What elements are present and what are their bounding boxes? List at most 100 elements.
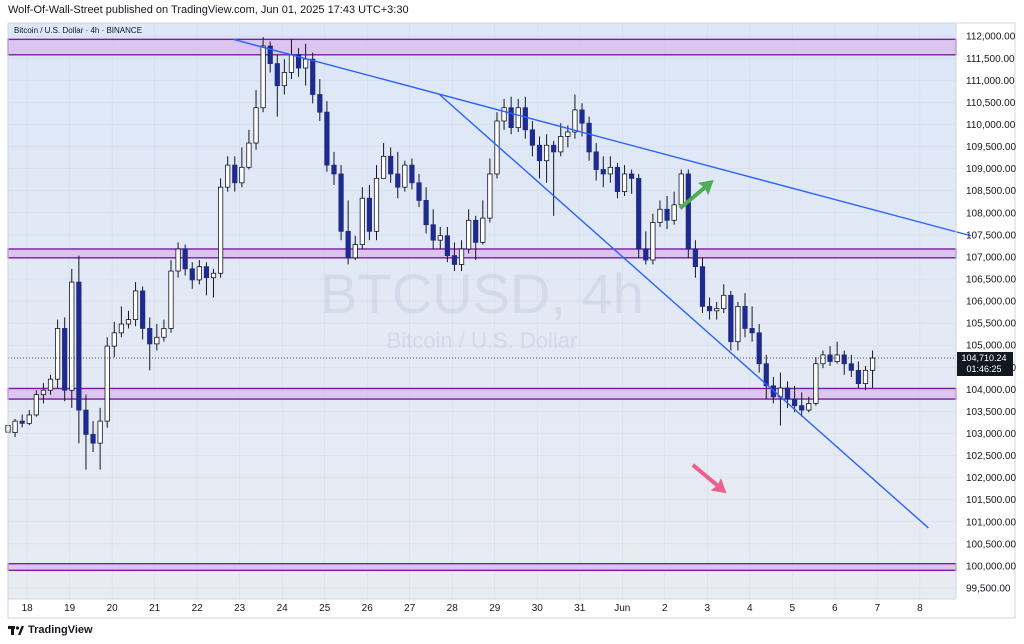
x-tick-label: 19 bbox=[64, 603, 76, 614]
candle bbox=[621, 165, 628, 197]
candle bbox=[267, 41, 273, 73]
candle bbox=[721, 284, 727, 313]
candle bbox=[331, 151, 337, 185]
candle-body bbox=[140, 290, 146, 329]
candle-body bbox=[692, 248, 698, 268]
candle-body bbox=[395, 173, 401, 188]
candle-body bbox=[118, 323, 124, 334]
candle bbox=[232, 156, 238, 192]
candle-body bbox=[813, 363, 819, 404]
tradingview-logo-text: TradingView bbox=[28, 624, 93, 636]
candle-body bbox=[253, 107, 259, 144]
candle-body bbox=[862, 369, 869, 385]
candle-body bbox=[515, 107, 521, 129]
zone-band bbox=[7, 38, 957, 56]
candle-body bbox=[430, 224, 436, 241]
y-tick-label: 106,500.00 bbox=[966, 275, 1016, 286]
candle-body bbox=[671, 204, 677, 221]
y-tick-label: 111,500.00 bbox=[966, 54, 1015, 65]
y-tick-label: 105,000.00 bbox=[966, 341, 1016, 352]
candle bbox=[543, 134, 550, 183]
y-tick-label: 106,000.00 bbox=[966, 297, 1016, 308]
candle bbox=[239, 147, 245, 188]
candle bbox=[218, 178, 224, 278]
candle-body bbox=[288, 54, 295, 73]
x-tick-label: 8 bbox=[917, 603, 923, 614]
x-tick-label: 30 bbox=[532, 603, 544, 614]
candle-body bbox=[210, 272, 217, 279]
candle-body bbox=[536, 144, 543, 162]
candle bbox=[97, 407, 103, 470]
candle-body bbox=[310, 58, 316, 95]
candle bbox=[189, 262, 195, 289]
candle bbox=[458, 240, 465, 272]
candle-body bbox=[579, 109, 585, 124]
candle bbox=[742, 293, 748, 338]
candle bbox=[210, 268, 217, 298]
candle-body bbox=[168, 270, 174, 329]
trendlines[interactable] bbox=[233, 38, 972, 529]
candle-body bbox=[699, 266, 706, 307]
candle-body bbox=[97, 420, 103, 444]
candle-body bbox=[756, 332, 762, 365]
candle-body bbox=[76, 281, 82, 411]
candle bbox=[416, 173, 422, 208]
candle bbox=[607, 156, 613, 183]
candle-body bbox=[373, 177, 380, 232]
candle-body bbox=[33, 394, 39, 416]
candle-body bbox=[55, 328, 61, 380]
candle bbox=[246, 129, 252, 170]
candle-body bbox=[706, 305, 713, 312]
candle-body bbox=[522, 107, 528, 131]
candle-body bbox=[267, 45, 273, 65]
candle bbox=[579, 103, 585, 137]
publish-header: Wolf-Of-Wall-Street published on Trading… bbox=[8, 4, 409, 16]
candle-body bbox=[132, 290, 139, 321]
candle-body bbox=[480, 217, 486, 243]
candle-body bbox=[466, 219, 472, 250]
candle-body bbox=[607, 166, 613, 175]
candle-body bbox=[749, 328, 755, 334]
candle bbox=[848, 354, 854, 377]
candle bbox=[423, 187, 429, 234]
candle bbox=[281, 59, 287, 95]
candle bbox=[685, 169, 691, 258]
candle bbox=[380, 143, 387, 179]
candle-body bbox=[841, 354, 847, 365]
candle-body bbox=[338, 173, 344, 232]
candle-body bbox=[62, 328, 68, 391]
x-tick-label: 2 bbox=[662, 603, 668, 614]
candle-body bbox=[572, 109, 578, 133]
candle-body bbox=[636, 177, 642, 250]
candle bbox=[473, 215, 479, 261]
candle-body bbox=[551, 144, 557, 153]
candle-body bbox=[806, 403, 812, 411]
candle bbox=[388, 147, 394, 183]
candle-body bbox=[388, 155, 394, 175]
candle bbox=[359, 187, 365, 249]
tradingview-logo[interactable]: TradingView bbox=[8, 624, 93, 636]
zone-band bbox=[7, 248, 957, 259]
y-tick-label: 102,500.00 bbox=[966, 451, 1016, 462]
candle bbox=[125, 310, 132, 329]
candle bbox=[409, 158, 415, 190]
candle bbox=[664, 196, 670, 230]
candle bbox=[40, 383, 47, 404]
y-tick-label: 108,000.00 bbox=[966, 208, 1016, 219]
candle-body bbox=[444, 235, 450, 257]
y-axis[interactable]: 112,000.00 111,500.00 111,000.00 110,500.00… bbox=[966, 32, 1016, 595]
y-tick-label: 103,500.00 bbox=[966, 407, 1016, 418]
x-tick-label: 7 bbox=[875, 603, 881, 614]
candle-body bbox=[855, 369, 861, 385]
candle-body bbox=[643, 248, 649, 261]
candle bbox=[614, 162, 621, 199]
candle bbox=[692, 240, 698, 278]
price-chart[interactable]: BTCUSD, 4h Bitcoin / U.S. Dollar Bitcoin… bbox=[0, 0, 1024, 622]
x-axis[interactable]: 18 19 20 21 22 23 24 25 26 27 28 29 30 31 Jun 2 3 4 5 6 7 8 bbox=[22, 603, 924, 614]
candle bbox=[118, 306, 124, 338]
candle-body bbox=[352, 244, 358, 259]
candle-body bbox=[303, 58, 309, 69]
candle-body bbox=[820, 354, 826, 365]
candle bbox=[295, 48, 302, 77]
candle-body bbox=[558, 136, 564, 153]
